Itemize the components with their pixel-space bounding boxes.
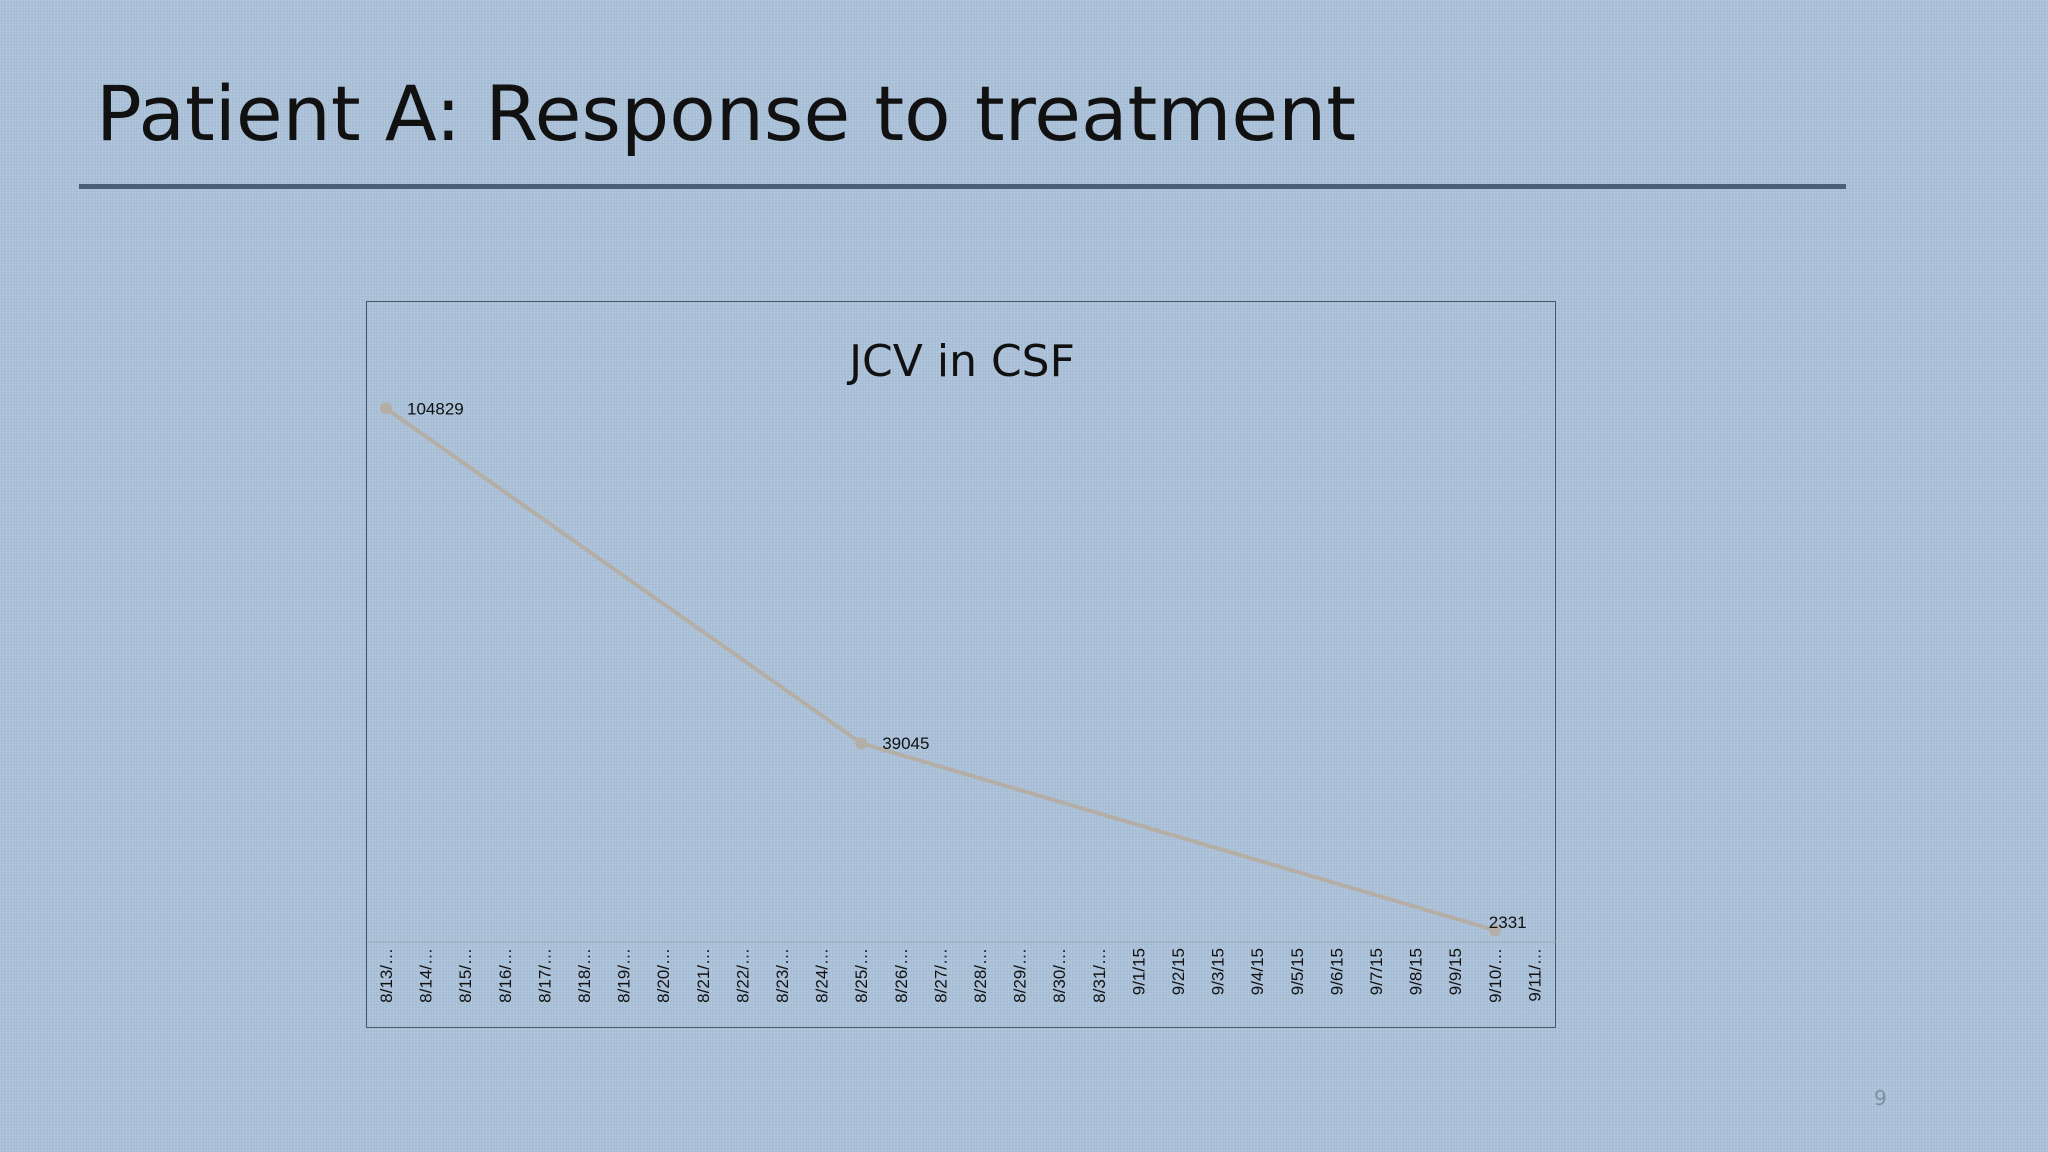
- x-tick-label: 8/18/…: [575, 948, 594, 1003]
- x-tick-label: 9/5/15: [1288, 948, 1307, 995]
- x-tick-label: 9/4/15: [1248, 948, 1267, 995]
- chart-title: JCV in CSF: [849, 336, 1075, 387]
- line-chart: 8/13/… 8/14/… 8/15/… 8/16/… 8/17/… 8/18/… 8/19…: [367, 399, 1557, 1003]
- x-tick-label: 9/3/15: [1209, 948, 1228, 995]
- slide-title: Patient A: Response to treatment: [96, 69, 1357, 158]
- x-tick-label: 8/24/…: [813, 948, 832, 1003]
- data-label: 39045: [882, 734, 929, 753]
- x-tick-label: 8/28/…: [971, 948, 990, 1003]
- x-tick-label: 8/26/…: [892, 948, 911, 1003]
- x-tick-label: 8/30/…: [1050, 948, 1069, 1003]
- x-tick-label: 8/23/…: [773, 948, 792, 1003]
- x-tick-label: 8/15/…: [456, 948, 475, 1003]
- x-tick-label: 8/27/…: [931, 948, 950, 1003]
- title-divider: [79, 184, 1846, 189]
- data-point: [380, 402, 392, 415]
- x-tick-label: 8/13/…: [377, 948, 396, 1003]
- x-tick-label: 8/29/…: [1011, 948, 1030, 1003]
- x-tick-label: 9/8/15: [1407, 948, 1426, 995]
- x-tick-label: 8/25/…: [852, 948, 871, 1003]
- x-tick-label: 9/2/15: [1169, 948, 1188, 995]
- x-tick-label: 9/9/15: [1446, 948, 1465, 995]
- data-label: 2331: [1489, 913, 1527, 932]
- x-tick-label: 9/11/…: [1525, 948, 1544, 1002]
- x-tick-label: 9/1/15: [1129, 948, 1148, 995]
- x-tick-label: 8/16/…: [496, 948, 515, 1003]
- page-number: 9: [1874, 1086, 1887, 1110]
- x-tick-label: 9/10/…: [1486, 948, 1505, 1003]
- x-tick-label: 8/17/…: [535, 948, 554, 1003]
- series-line: [384, 406, 1497, 933]
- x-tick-label: 8/22/…: [733, 948, 752, 1003]
- x-tick-label: 9/7/15: [1367, 948, 1386, 995]
- data-point: [855, 737, 868, 750]
- x-tick-label: 8/19/…: [615, 948, 634, 1003]
- x-tick-label: 8/21/…: [694, 948, 713, 1003]
- chart-area: 8/13/… 8/14/… 8/15/… 8/16/… 8/17/… 8/18/… 8/19…: [366, 301, 1557, 1028]
- data-label: 104829: [407, 399, 464, 418]
- x-tick-label: 9/6/15: [1327, 948, 1346, 995]
- data-point: [1488, 924, 1501, 937]
- x-tick-label: 8/31/…: [1090, 948, 1109, 1003]
- x-tick-label: 8/20/…: [654, 948, 673, 1003]
- x-tick-label: 8/14/…: [417, 948, 436, 1003]
